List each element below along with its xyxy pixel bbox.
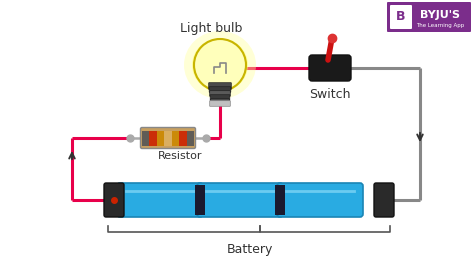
Bar (142, 130, 149, 145)
FancyBboxPatch shape (390, 5, 412, 29)
FancyBboxPatch shape (210, 101, 230, 106)
Bar (149, 130, 157, 145)
Text: Resistor: Resistor (158, 151, 202, 161)
Bar (157, 130, 164, 145)
Text: The Learning App: The Learning App (416, 22, 464, 27)
FancyBboxPatch shape (210, 95, 230, 100)
FancyBboxPatch shape (140, 128, 195, 148)
FancyBboxPatch shape (387, 2, 471, 32)
Circle shape (194, 39, 246, 91)
Bar (164, 130, 172, 145)
Text: B: B (396, 11, 406, 23)
Text: Light bulb: Light bulb (180, 22, 242, 35)
Ellipse shape (192, 38, 248, 92)
Bar (179, 130, 187, 145)
FancyBboxPatch shape (309, 55, 351, 81)
FancyBboxPatch shape (209, 87, 231, 92)
FancyBboxPatch shape (211, 99, 229, 104)
FancyBboxPatch shape (117, 183, 203, 217)
FancyBboxPatch shape (197, 183, 283, 217)
FancyBboxPatch shape (209, 83, 231, 89)
FancyBboxPatch shape (277, 183, 363, 217)
Bar (275, 185, 285, 215)
FancyBboxPatch shape (374, 183, 394, 217)
Ellipse shape (184, 31, 256, 99)
FancyBboxPatch shape (104, 183, 124, 217)
Bar (172, 130, 179, 145)
FancyBboxPatch shape (210, 91, 230, 96)
Text: BYJU'S: BYJU'S (420, 10, 460, 20)
Text: Battery: Battery (227, 243, 273, 256)
Bar (187, 130, 194, 145)
Bar (195, 185, 205, 215)
Text: Switch: Switch (309, 88, 351, 101)
